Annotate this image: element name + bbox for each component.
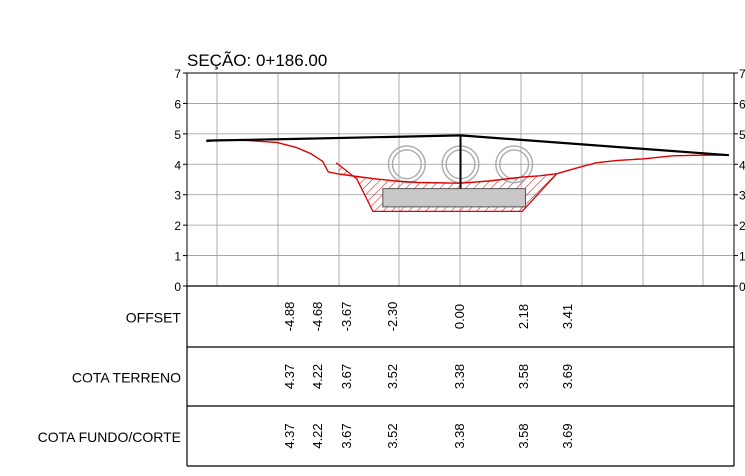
y-tick-label-right: 7 (739, 67, 745, 81)
table-cell-value: -4.68 (310, 302, 325, 332)
y-tick-label-right: 2 (739, 219, 745, 233)
y-tick-label-left: 4 (174, 158, 181, 172)
excavation-outline (335, 162, 558, 213)
table-cell-value: 2.18 (516, 304, 531, 329)
table-row-label: COTA TERRENO (72, 370, 181, 386)
table-cell-value: 4.22 (310, 423, 325, 448)
section-profiles (206, 134, 729, 213)
table-row-label: OFFSET (126, 310, 182, 326)
y-tick-label-right: 0 (739, 280, 745, 294)
pipe-outer (495, 145, 534, 184)
y-tick-label-left: 3 (174, 189, 181, 203)
table-cell-value: 3.67 (339, 423, 354, 448)
table-cell-value: -4.88 (282, 302, 297, 332)
y-tick-label-right: 6 (739, 97, 745, 111)
y-tick-label-left: 7 (174, 67, 181, 81)
pipe-inner (391, 149, 422, 180)
table-cell-value: -3.67 (339, 302, 354, 332)
table-row-label: COTA FUNDO/CORTE (38, 429, 181, 445)
table-cell-value: 3.69 (560, 423, 575, 448)
table-cell-value: 3.38 (452, 423, 467, 448)
table-cell-value: 4.22 (310, 364, 325, 389)
table-cell-value: 3.69 (560, 364, 575, 389)
pipe-outer (387, 145, 426, 184)
table-cell-value: 3.58 (516, 364, 531, 389)
section-title: SEÇÃO: 0+186.00 (187, 51, 327, 70)
road-design-line (206, 134, 729, 157)
y-tick-label-right: 1 (739, 250, 745, 264)
table-cell-value: 3.38 (452, 364, 467, 389)
y-tick-label-right: 5 (739, 128, 745, 142)
table-cell-value: 4.37 (282, 364, 297, 389)
y-tick-label-right: 4 (739, 158, 745, 172)
y-tick-label-left: 6 (174, 97, 181, 111)
table-cell-value: 3.52 (385, 423, 400, 448)
table-cell-value: 3.41 (560, 304, 575, 329)
table-cell-value: 3.67 (339, 364, 354, 389)
box-culvert (382, 188, 526, 208)
y-tick-label-left: 5 (174, 128, 181, 142)
table-cell-value: 3.52 (385, 364, 400, 389)
table-cell-value: 4.37 (282, 423, 297, 448)
y-tick-label-left: 0 (174, 280, 181, 294)
data-table: OFFSET -4.88 -4.68 -3.67 -2.30 0.00 2.18 3.41 CO… (38, 285, 735, 467)
table-cell-value: -2.30 (385, 302, 400, 332)
table-cell-value: 3.58 (516, 423, 531, 448)
table-cell-value: 0.00 (452, 304, 467, 329)
terrain-line (206, 139, 729, 184)
y-tick-label-left: 1 (174, 250, 181, 264)
y-tick-label-right: 3 (739, 189, 745, 203)
y-tick-label-left: 2 (174, 219, 181, 233)
